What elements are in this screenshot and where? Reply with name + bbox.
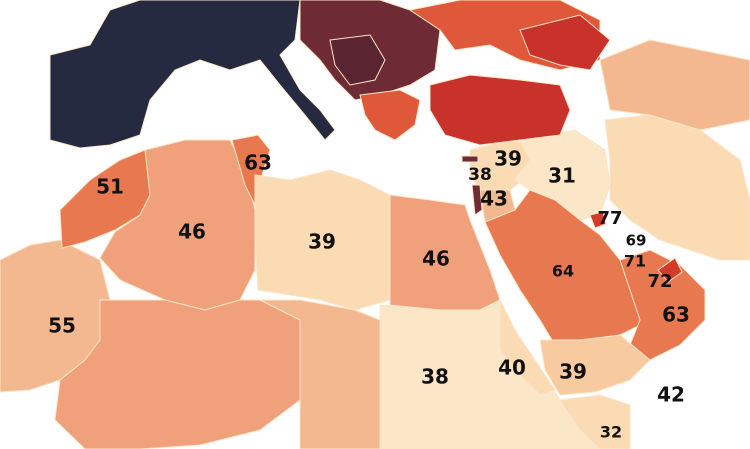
value-label-morocco: 51 [96,175,124,199]
value-label-somalia: 32 [600,423,622,442]
region-libya [254,169,391,311]
region-caucasus-east [599,39,750,131]
region-europe-west [49,0,336,149]
value-label-jordan: 43 [480,187,508,211]
value-label-uae: 72 [647,271,672,292]
value-label-libya: 39 [308,230,336,254]
region-russia-south [519,14,611,71]
region-tunisia [231,134,271,207]
region-chad-niger [259,299,381,449]
value-label-oman: 63 [662,303,690,327]
value-label-qatar: 71 [624,252,646,271]
value-label-algeria: 46 [178,220,206,244]
region-oman-uae [619,249,706,361]
region-horn [559,394,631,449]
value-label-iraq: 31 [548,164,576,188]
region-mali [54,299,301,449]
value-label-bahrain: 69 [626,232,647,250]
value-label-sudan: 38 [421,365,449,389]
value-label-kuwait: 77 [597,208,622,229]
region-yemen [539,334,651,396]
value-label-saudi-arabia: 64 [552,262,574,281]
region-serbia [329,34,386,86]
region-kuwait [589,211,607,229]
region-greece [359,89,421,141]
value-label-tunisia: 63 [244,151,272,175]
region-israel [471,184,483,216]
value-label-mauritania: 55 [48,314,76,338]
region-lebanon [461,155,479,163]
value-label-yemen: 39 [559,360,587,384]
region-eritrea [499,299,556,396]
value-label-eritrea: 40 [498,356,526,380]
value-label-lebanon: 39 [494,147,522,171]
value-label-israel: 38 [468,165,492,185]
value-label-djibouti: 42 [657,383,685,407]
region-uae [657,257,683,283]
region-turkey [429,74,571,146]
value-label-egypt: 46 [422,247,450,271]
